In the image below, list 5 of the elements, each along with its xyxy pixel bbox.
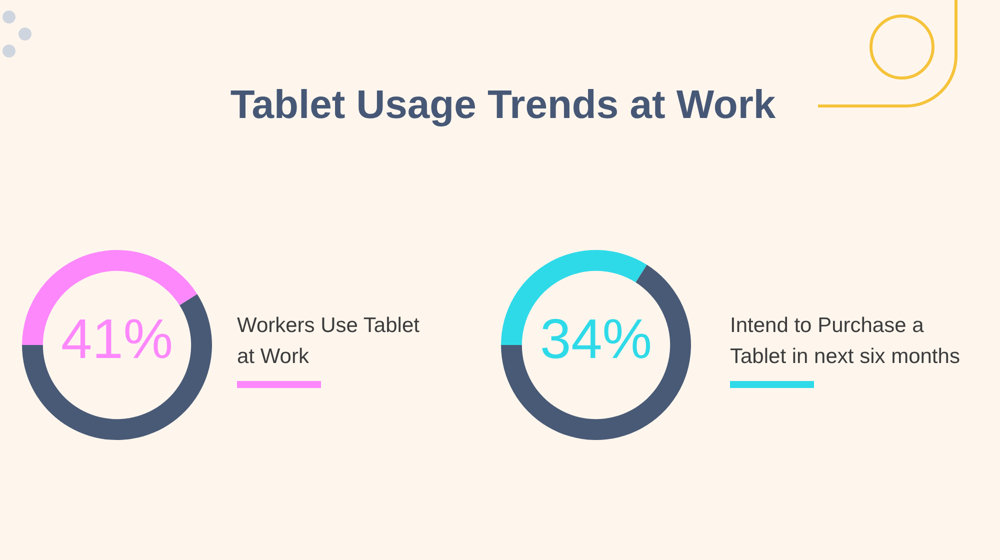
text: Workers Use Tablet at Work [237,313,420,370]
text: Tablet Usage Trends at Work [229,83,777,128]
text: Intend to Purchase a Tablet in next six months [730,313,961,370]
data-label: 34% [540,307,652,370]
data-label: 41% [60,307,174,370]
